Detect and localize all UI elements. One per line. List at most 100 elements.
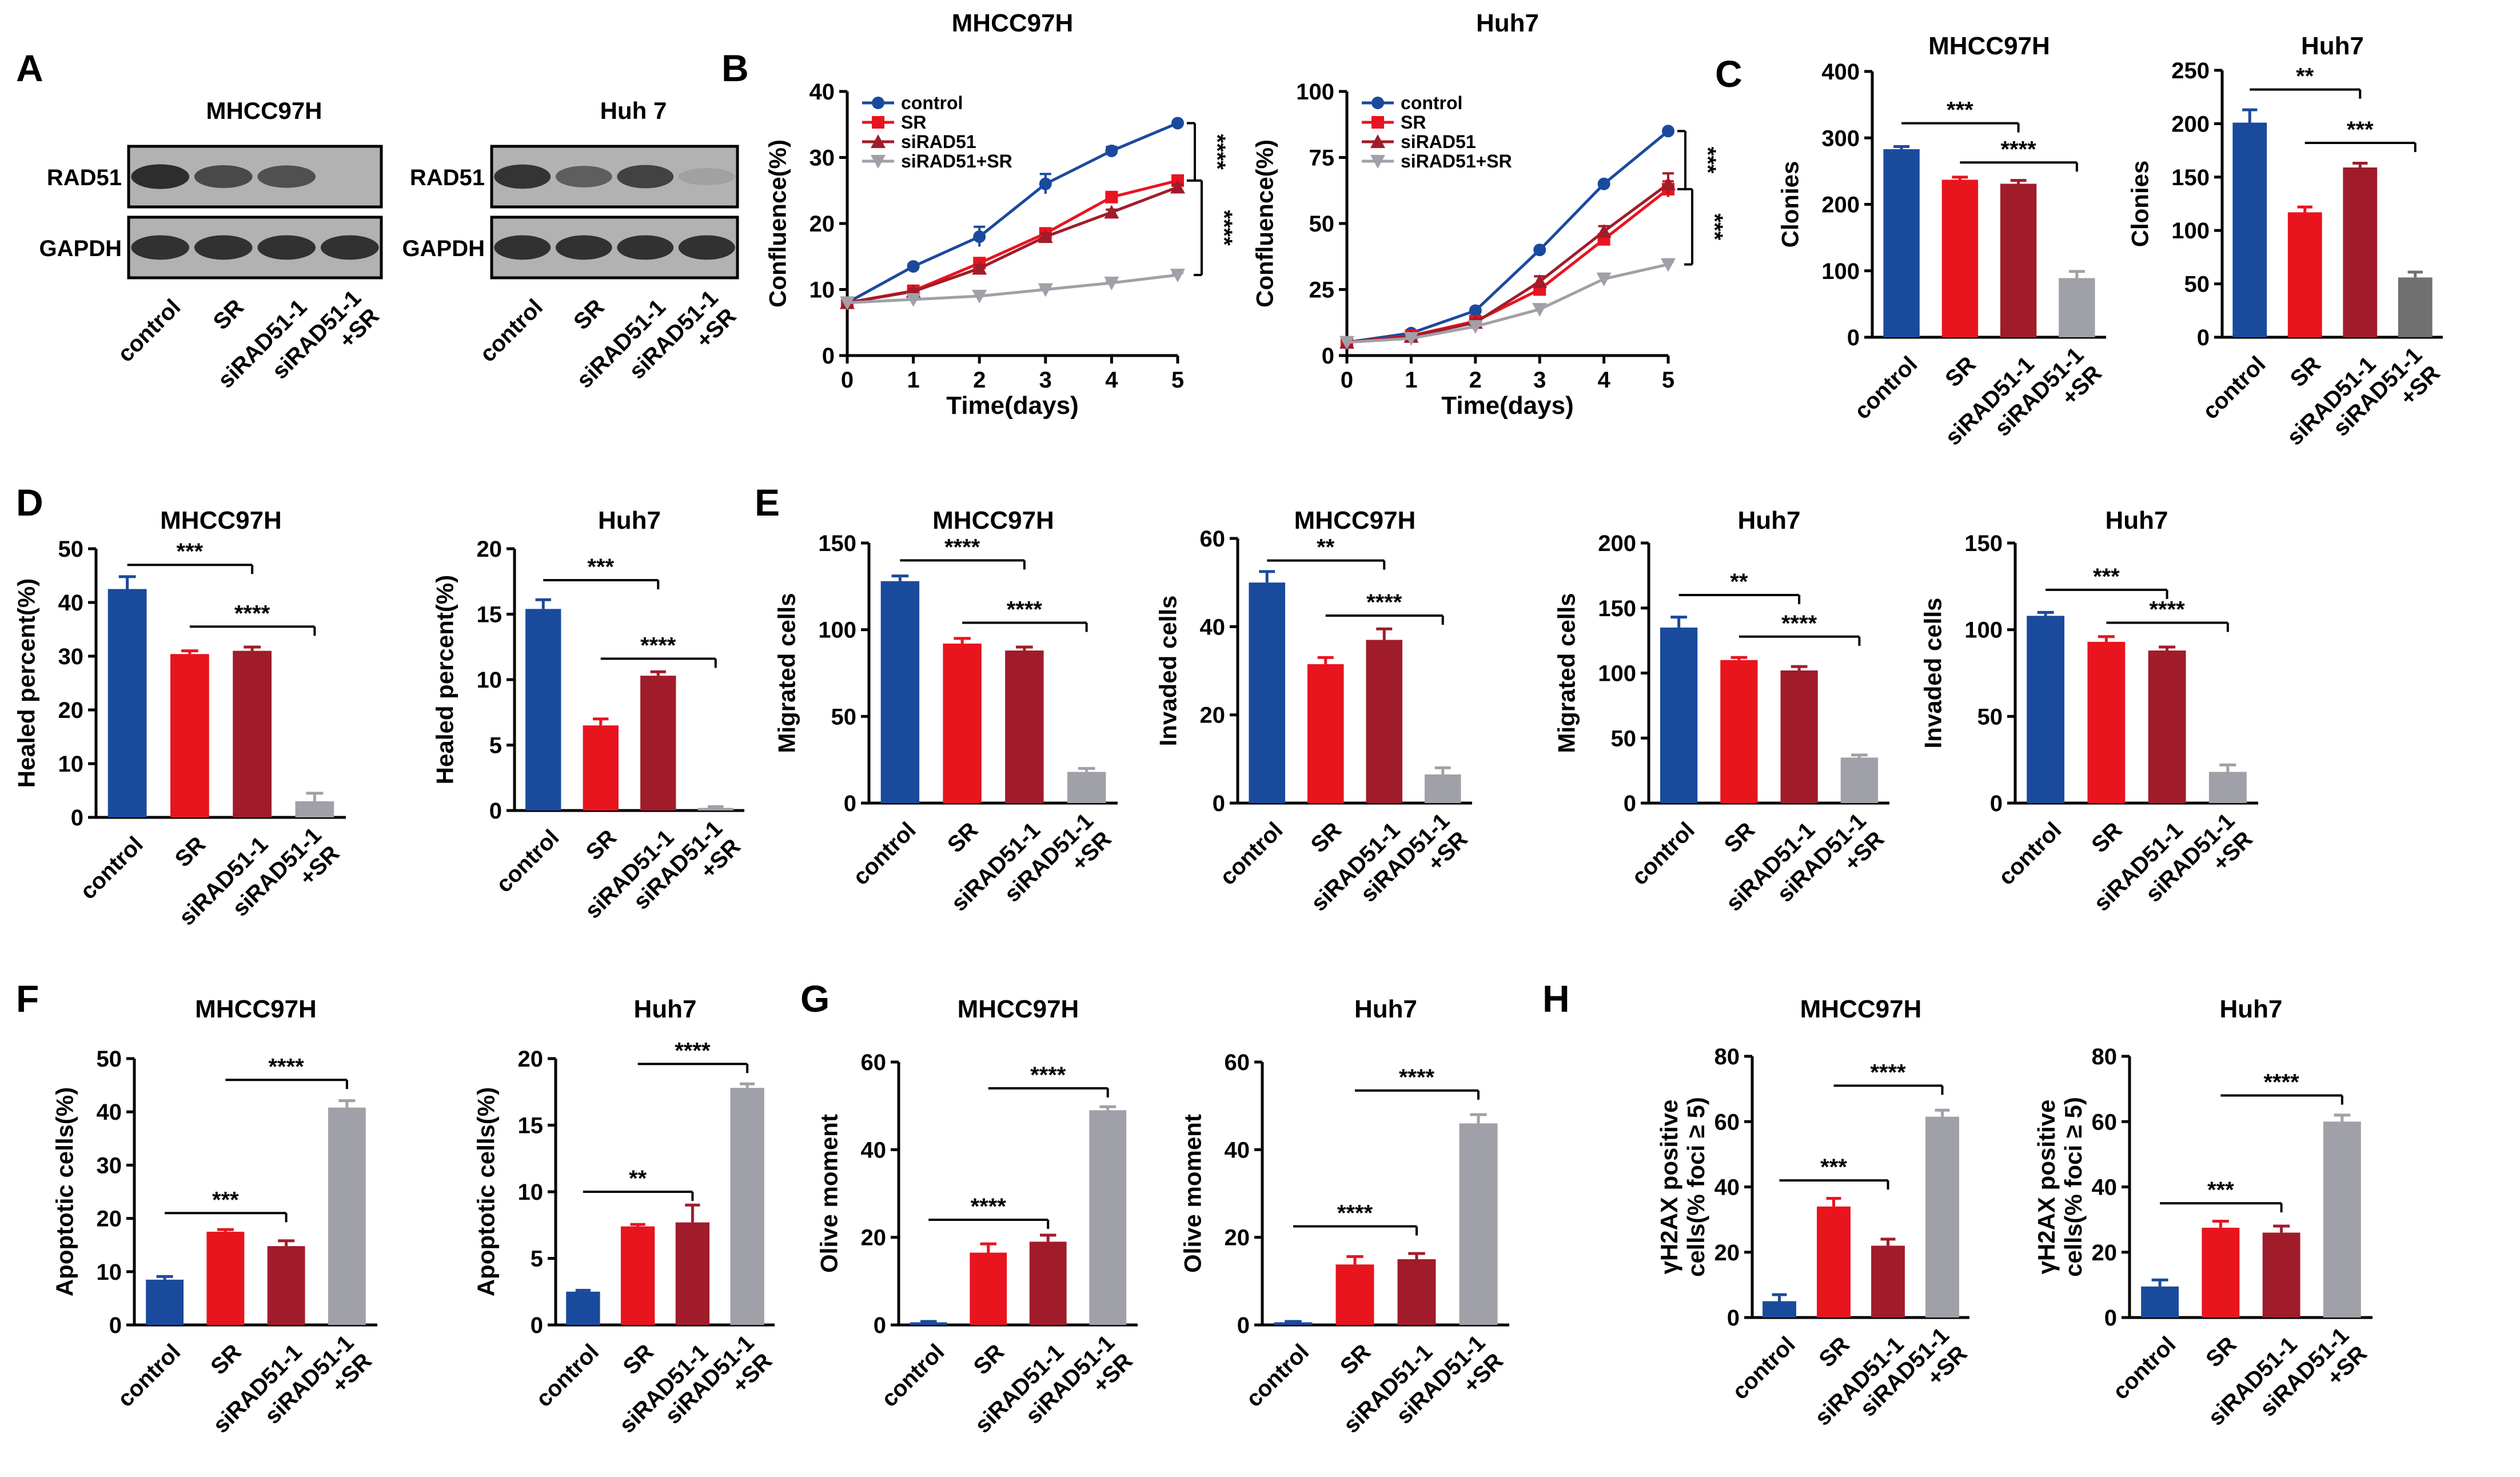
y-tick-label: 10: [518, 1180, 544, 1205]
y-tick-label: 40: [1714, 1175, 1740, 1200]
y-tick-label: 50: [1977, 704, 2003, 729]
bar-3: [1925, 1116, 1959, 1318]
data-point: [1597, 177, 1610, 190]
data-point: [972, 290, 987, 304]
chart-B2: 0 25 50 75 100 Confluence(%) Huh7 0 1 2 3 4 5 Time(da…: [1251, 9, 1727, 420]
chart-title: Huh7: [1354, 995, 1417, 1023]
category-label: SR: [1335, 1339, 1375, 1379]
category-label: control: [1241, 1339, 1314, 1412]
chart-F1: 0 10 20 30 40 50 Apoptotic cells(%) MHCC97H cont…: [51, 995, 377, 1438]
y-tick-label: 0: [822, 344, 835, 369]
bar-0: [566, 1291, 600, 1325]
category-label: control: [1215, 817, 1288, 890]
legend-label: siRAD51: [901, 131, 976, 152]
category-label-line: SR: [1335, 1339, 1375, 1379]
blot-lane-label-line: control: [475, 294, 548, 367]
significance-label: **: [1730, 569, 1748, 594]
data-point: [871, 134, 886, 148]
category-label: control: [113, 1339, 185, 1412]
chart-title: MHCC97H: [932, 506, 1054, 534]
data-point: [1468, 320, 1483, 334]
y-tick-label: 60: [861, 1050, 887, 1075]
y-axis-label-line: Clonies: [1777, 161, 1804, 248]
y-axis-label: Healed percent(%): [13, 578, 40, 788]
chart-G1: 0 20 40 60 Olive moment MHCC97H control SR siRAD…: [816, 995, 1138, 1438]
data-point: [1469, 304, 1482, 317]
y-tick-label: 100: [2171, 218, 2210, 243]
y-tick-label: 0: [1727, 1306, 1740, 1331]
y-axis-label-line: Olive moment: [816, 1114, 843, 1273]
chart-title: Huh7: [1476, 9, 1539, 37]
chart-title: MHCC97H: [952, 9, 1074, 37]
bar-0: [1883, 149, 1920, 337]
panel-letter-C: C: [1715, 53, 1743, 95]
legend-label: siRAD51: [1401, 131, 1476, 152]
blot-band: [494, 164, 551, 189]
data-point: [1533, 243, 1546, 257]
y-tick-label: 300: [1821, 126, 1860, 151]
series-siRAD51+SR: [840, 269, 1185, 310]
chart-title: Huh7: [2106, 506, 2168, 534]
y-tick-label: 0: [489, 799, 502, 824]
category-label: SR: [2087, 817, 2127, 857]
data-point: [1403, 332, 1419, 346]
bar-3: [1840, 757, 1879, 803]
y-tick-label: 10: [58, 752, 84, 777]
blot-band: [257, 235, 316, 260]
bar-1: [943, 643, 982, 803]
category-label: control: [1728, 1332, 1800, 1404]
panel-letter-G: G: [800, 977, 830, 1020]
y-tick-label: 400: [1821, 59, 1860, 85]
panel-letter-E: E: [755, 481, 780, 524]
category-label-line: control: [1241, 1339, 1314, 1412]
y-tick-label: 100: [1964, 618, 2003, 643]
category-label-line: control: [877, 1339, 950, 1412]
y-tick-label: 20: [810, 211, 835, 237]
bar-0: [1274, 1322, 1313, 1325]
y-axis-label-line: Invaded cells: [1920, 598, 1947, 749]
data-point: [1038, 229, 1053, 243]
bar-0: [525, 609, 561, 811]
y-tick-label: 20: [1200, 703, 1226, 728]
legend-label: siRAD51+SR: [1401, 151, 1512, 171]
category-label: control: [531, 1339, 604, 1412]
significance-label: ****: [1366, 590, 1402, 615]
blot-band: [494, 235, 551, 260]
y-tick-label: 80: [1714, 1044, 1740, 1069]
significance-label: ****: [675, 1038, 711, 1063]
x-tick-label: 4: [1105, 368, 1118, 393]
category-label: siRAD51-1+SR: [2255, 1323, 2372, 1422]
category-label-line: SR: [1720, 817, 1760, 857]
chart-title: MHCC97H: [1928, 32, 2050, 60]
y-axis-label: Apoptotic cells(%): [51, 1087, 78, 1296]
y-tick-label: 50: [1309, 211, 1335, 237]
category-label-line: SR: [206, 1339, 246, 1379]
significance-label: ***: [212, 1187, 239, 1212]
significance-label: ****: [2149, 597, 2185, 622]
y-tick-label: 50: [2184, 272, 2210, 297]
series-siRAD51: [840, 179, 1185, 309]
y-tick-label: 0: [71, 805, 83, 831]
chart-H1: 0 20 40 60 80 γH2AX positive cells(% foci ≥ 5)…: [1656, 995, 1972, 1431]
y-tick-label: 10: [477, 668, 503, 693]
bar-0: [910, 1322, 947, 1325]
category-label: control: [1993, 817, 2066, 890]
significance-label: **: [1317, 535, 1335, 560]
blot-band: [131, 235, 190, 260]
category-label-line: control: [1849, 352, 1922, 424]
y-tick-label: 75: [1309, 146, 1335, 171]
bar-3: [730, 1088, 764, 1325]
category-label: siRAD51-1+SR: [1772, 808, 1889, 907]
blot-lane-label: siRAD51-1+SR: [624, 285, 741, 384]
x-axis-label: Time(days): [1441, 392, 1574, 420]
y-tick-label: 0: [1213, 791, 1225, 816]
y-axis-label-line: Healed percent(%): [432, 575, 458, 784]
significance-label: ****: [1399, 1065, 1435, 1090]
y-tick-label: 250: [2171, 58, 2210, 83]
bar-1: [970, 1252, 1007, 1325]
x-tick-label: 3: [1533, 368, 1546, 393]
significance-label: ****: [268, 1054, 304, 1079]
y-tick-label: 200: [1821, 193, 1860, 218]
